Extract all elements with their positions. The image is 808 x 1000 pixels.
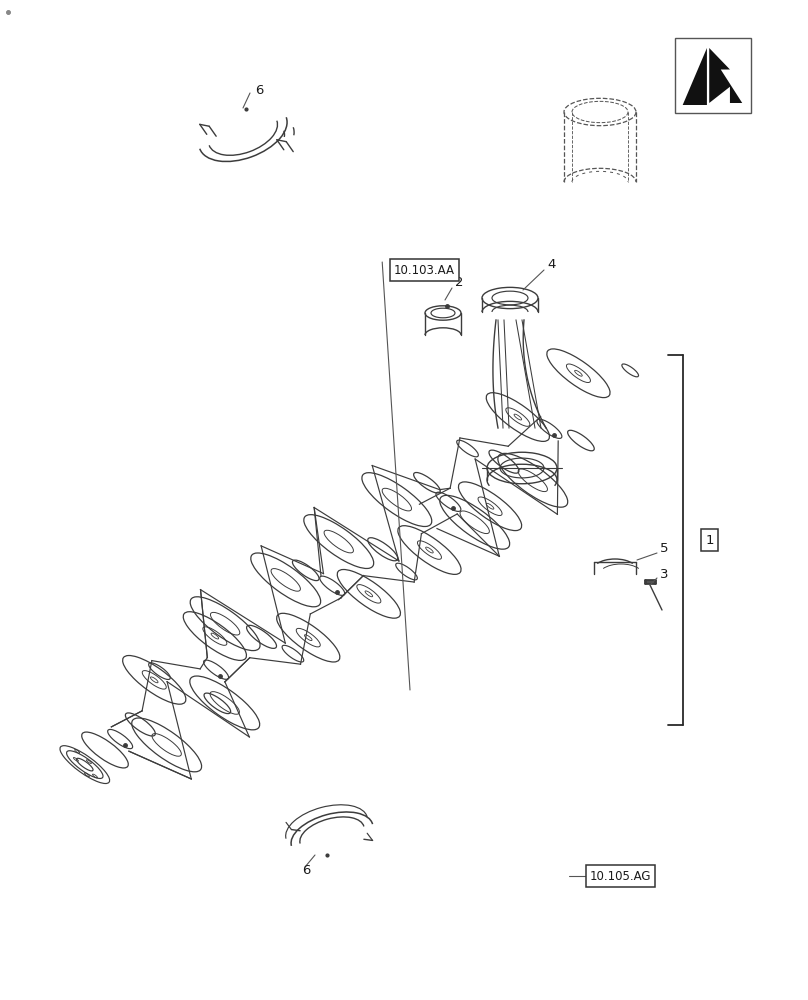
Text: 2: 2 bbox=[455, 276, 464, 290]
Text: 3: 3 bbox=[660, 568, 668, 582]
Polygon shape bbox=[709, 48, 743, 103]
Text: 5: 5 bbox=[660, 542, 668, 554]
Text: 10.103.AA: 10.103.AA bbox=[393, 263, 455, 276]
Text: 6: 6 bbox=[302, 863, 310, 876]
Polygon shape bbox=[683, 48, 707, 105]
Text: 6: 6 bbox=[255, 84, 263, 97]
Text: 4: 4 bbox=[547, 258, 555, 271]
Bar bbox=[675, 38, 751, 113]
Text: 10.105.AG: 10.105.AG bbox=[590, 869, 651, 882]
Text: 1: 1 bbox=[705, 534, 713, 546]
